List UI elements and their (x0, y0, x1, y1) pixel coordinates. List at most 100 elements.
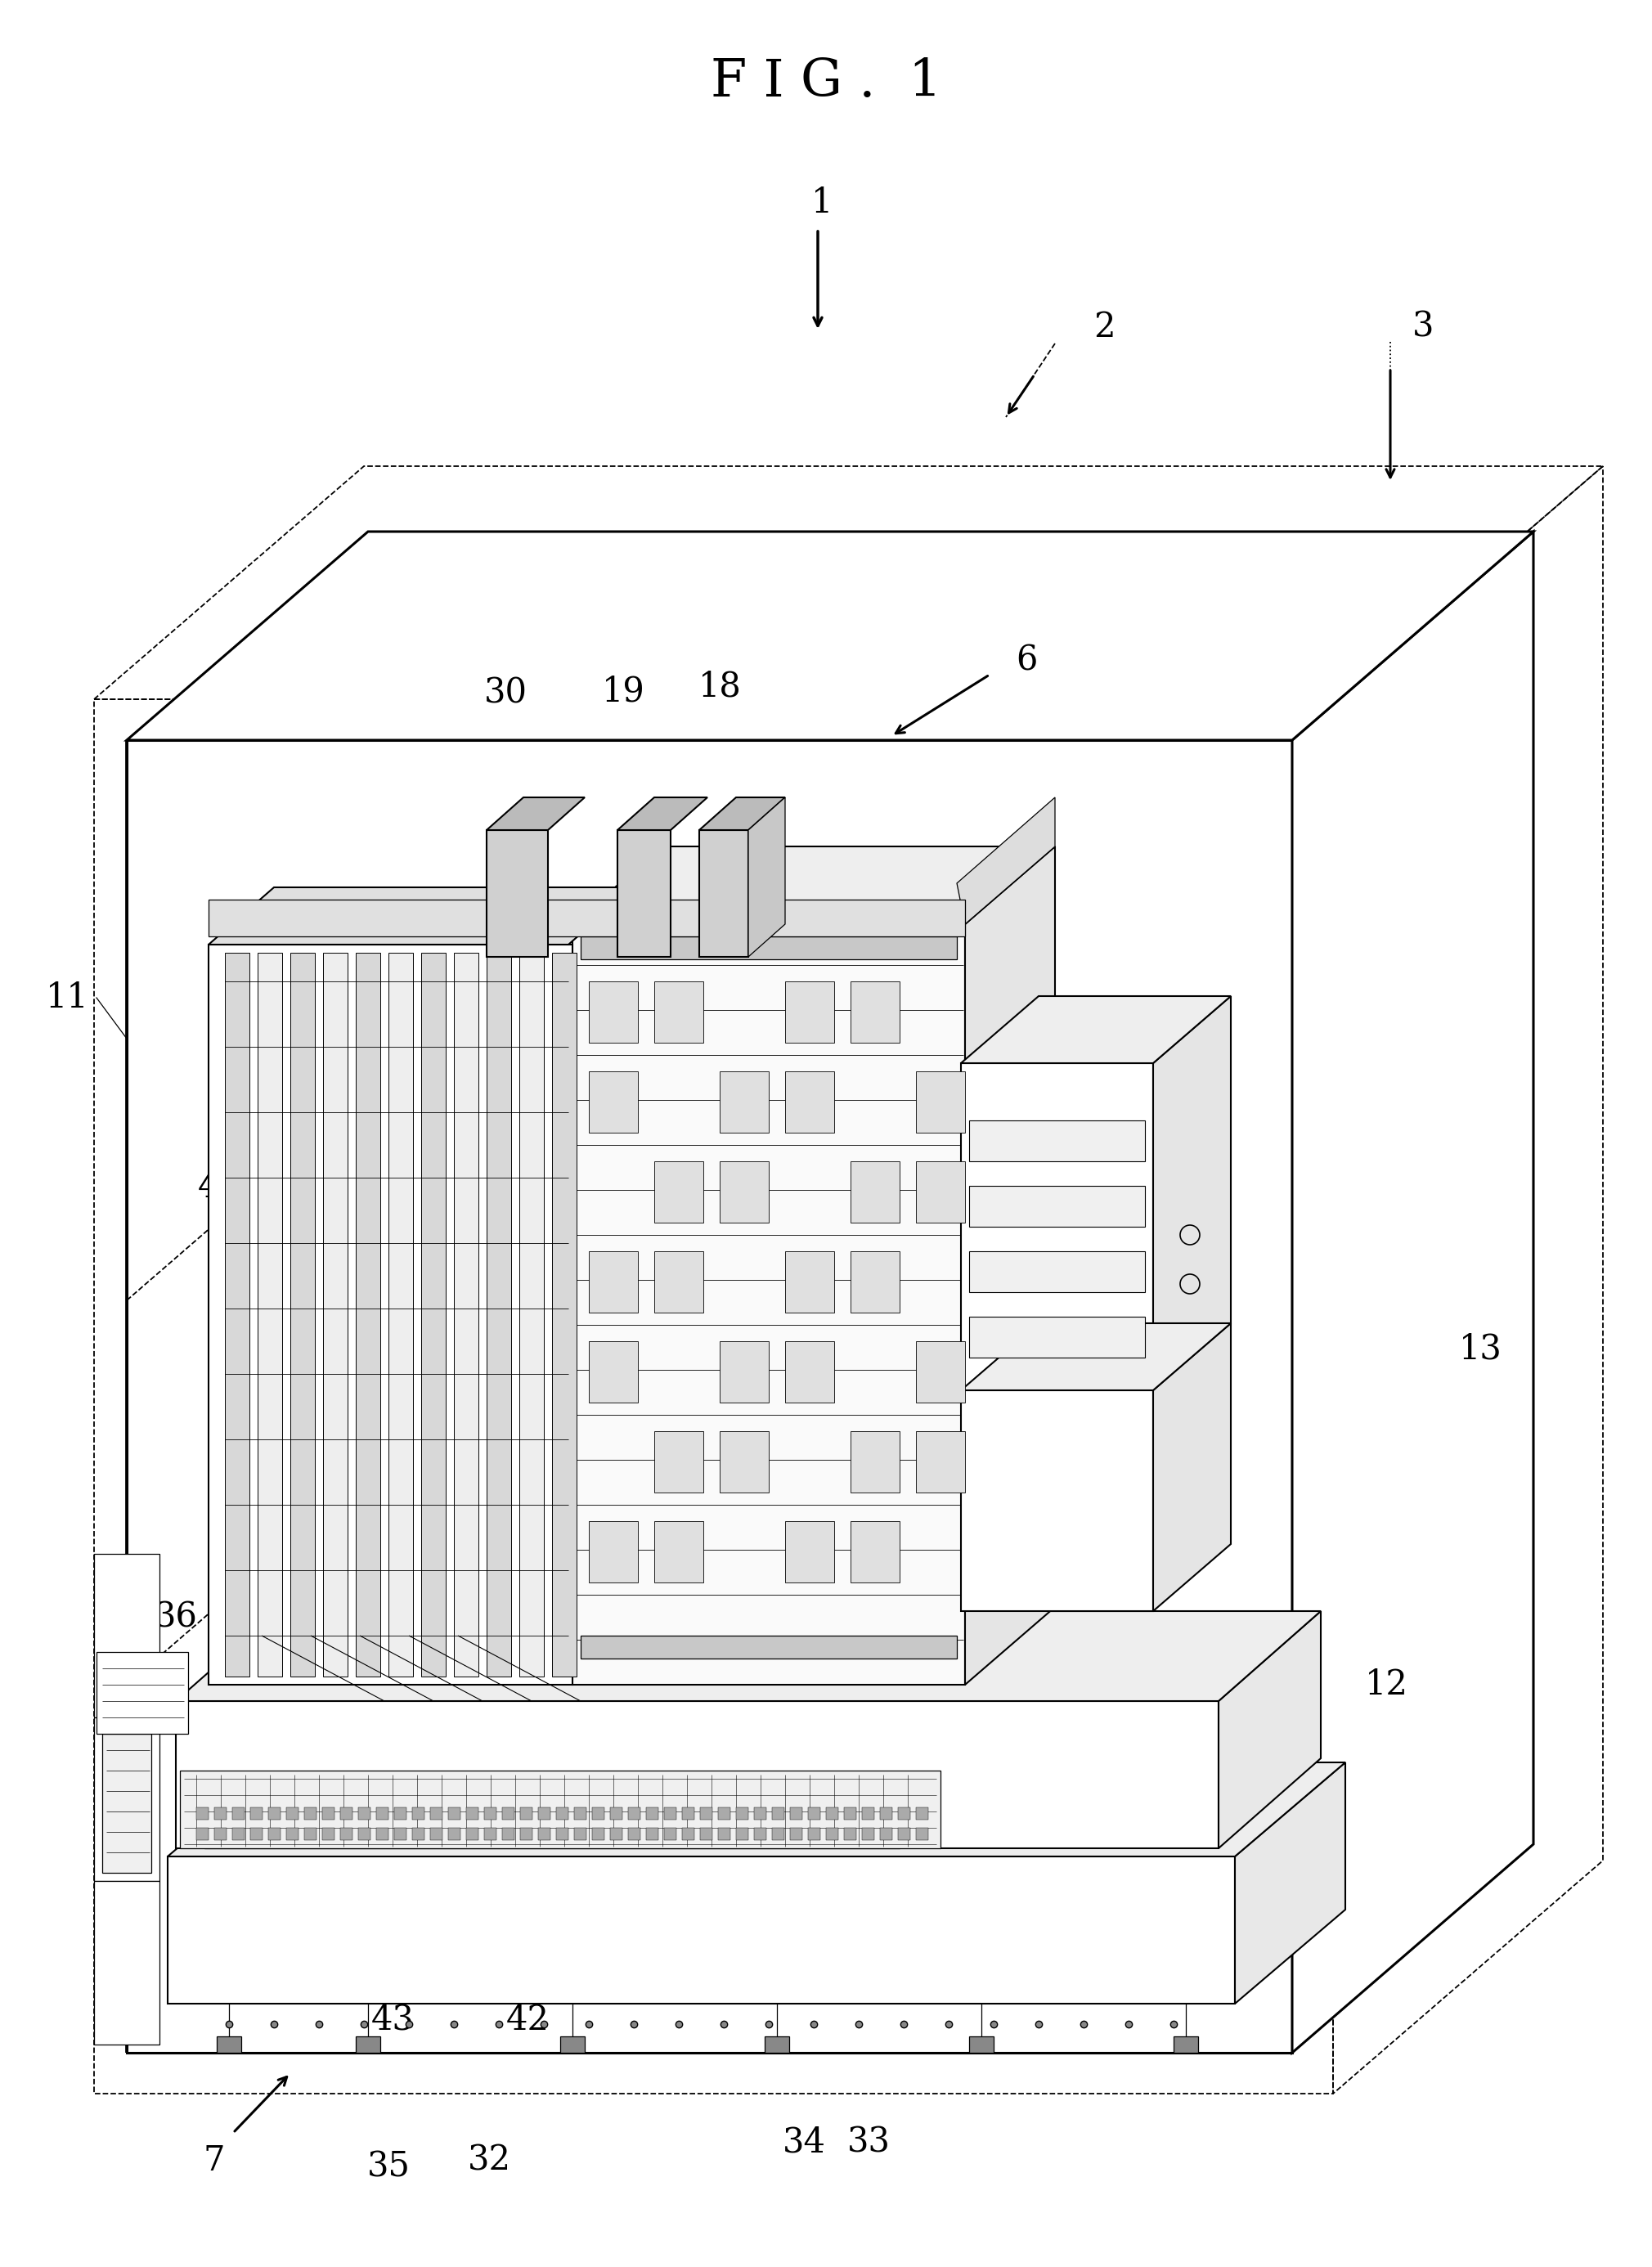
Polygon shape (102, 1734, 152, 1873)
Polygon shape (881, 1827, 892, 1841)
Polygon shape (520, 1807, 532, 1820)
Text: 18: 18 (699, 669, 742, 705)
Polygon shape (324, 952, 347, 1678)
Polygon shape (249, 1827, 263, 1841)
Polygon shape (575, 1807, 586, 1820)
Polygon shape (790, 1827, 803, 1841)
Polygon shape (502, 1827, 514, 1841)
Polygon shape (957, 798, 1056, 925)
Polygon shape (466, 1827, 479, 1841)
Polygon shape (682, 1807, 694, 1820)
Polygon shape (430, 1827, 443, 1841)
Polygon shape (340, 1807, 352, 1820)
Polygon shape (785, 982, 834, 1043)
Polygon shape (654, 1802, 672, 1816)
Text: 3: 3 (1412, 311, 1434, 345)
Polygon shape (253, 1802, 271, 1816)
Polygon shape (1219, 1612, 1322, 1848)
Polygon shape (808, 1827, 821, 1841)
Polygon shape (720, 1161, 768, 1222)
Polygon shape (720, 1072, 768, 1134)
Polygon shape (322, 1807, 334, 1820)
Text: 43: 43 (372, 2002, 415, 2038)
Polygon shape (339, 1802, 357, 1816)
Polygon shape (466, 1807, 479, 1820)
Polygon shape (1153, 1324, 1231, 1612)
Polygon shape (899, 1827, 910, 1841)
Polygon shape (915, 1072, 965, 1134)
Polygon shape (413, 1807, 425, 1820)
Polygon shape (740, 1823, 758, 1836)
Polygon shape (258, 952, 282, 1678)
Polygon shape (654, 982, 704, 1043)
Polygon shape (484, 1807, 496, 1820)
Text: 12: 12 (1365, 1669, 1408, 1703)
Polygon shape (487, 830, 548, 957)
Text: 32: 32 (468, 2145, 510, 2179)
Polygon shape (282, 1802, 301, 1816)
Polygon shape (233, 1827, 244, 1841)
Polygon shape (557, 1827, 568, 1841)
Polygon shape (851, 982, 900, 1043)
Text: 19: 19 (601, 673, 644, 707)
Polygon shape (854, 1802, 872, 1816)
Polygon shape (965, 846, 1056, 1684)
Polygon shape (368, 1823, 387, 1836)
Polygon shape (355, 2036, 380, 2052)
Polygon shape (753, 1807, 767, 1820)
Polygon shape (915, 1827, 928, 1841)
Polygon shape (699, 830, 748, 957)
Polygon shape (368, 1802, 387, 1816)
Polygon shape (970, 2036, 993, 2052)
Polygon shape (720, 1342, 768, 1403)
Polygon shape (568, 1802, 586, 1816)
Polygon shape (1292, 530, 1533, 2052)
Polygon shape (539, 1827, 550, 1841)
Text: 30: 30 (484, 676, 527, 710)
Polygon shape (654, 1430, 704, 1492)
Polygon shape (180, 1771, 940, 1848)
Polygon shape (253, 1823, 271, 1836)
Polygon shape (899, 1807, 910, 1820)
Polygon shape (596, 1823, 615, 1836)
Text: 36: 36 (154, 1601, 198, 1635)
Polygon shape (205, 1780, 900, 1848)
Polygon shape (575, 1827, 586, 1841)
Polygon shape (377, 1807, 388, 1820)
Polygon shape (618, 798, 707, 830)
Polygon shape (322, 1827, 334, 1841)
Polygon shape (591, 1807, 605, 1820)
Polygon shape (851, 1521, 900, 1582)
Text: 7: 7 (203, 2145, 225, 2179)
Polygon shape (197, 1807, 208, 1820)
Polygon shape (175, 1612, 1322, 1700)
Polygon shape (737, 1807, 748, 1820)
Polygon shape (700, 1827, 712, 1841)
Polygon shape (970, 1251, 1145, 1292)
Polygon shape (454, 1802, 472, 1816)
Polygon shape (785, 1342, 834, 1403)
Polygon shape (798, 1823, 816, 1836)
Polygon shape (771, 1807, 785, 1820)
Polygon shape (448, 1827, 461, 1841)
Polygon shape (568, 1823, 586, 1836)
Polygon shape (395, 1827, 406, 1841)
Polygon shape (94, 1882, 160, 2045)
Polygon shape (520, 1827, 532, 1841)
Polygon shape (970, 1186, 1145, 1226)
Polygon shape (785, 1072, 834, 1134)
Polygon shape (388, 952, 413, 1678)
Polygon shape (970, 1120, 1145, 1161)
Polygon shape (286, 1807, 299, 1820)
Polygon shape (790, 1807, 803, 1820)
Polygon shape (1173, 2036, 1198, 2052)
Polygon shape (826, 1823, 844, 1836)
Polygon shape (771, 1827, 785, 1841)
Polygon shape (396, 1802, 415, 1816)
Polygon shape (699, 798, 785, 830)
Polygon shape (618, 830, 671, 957)
Polygon shape (510, 1823, 529, 1836)
Polygon shape (961, 995, 1231, 1063)
Polygon shape (961, 1390, 1153, 1612)
Polygon shape (737, 1827, 748, 1841)
